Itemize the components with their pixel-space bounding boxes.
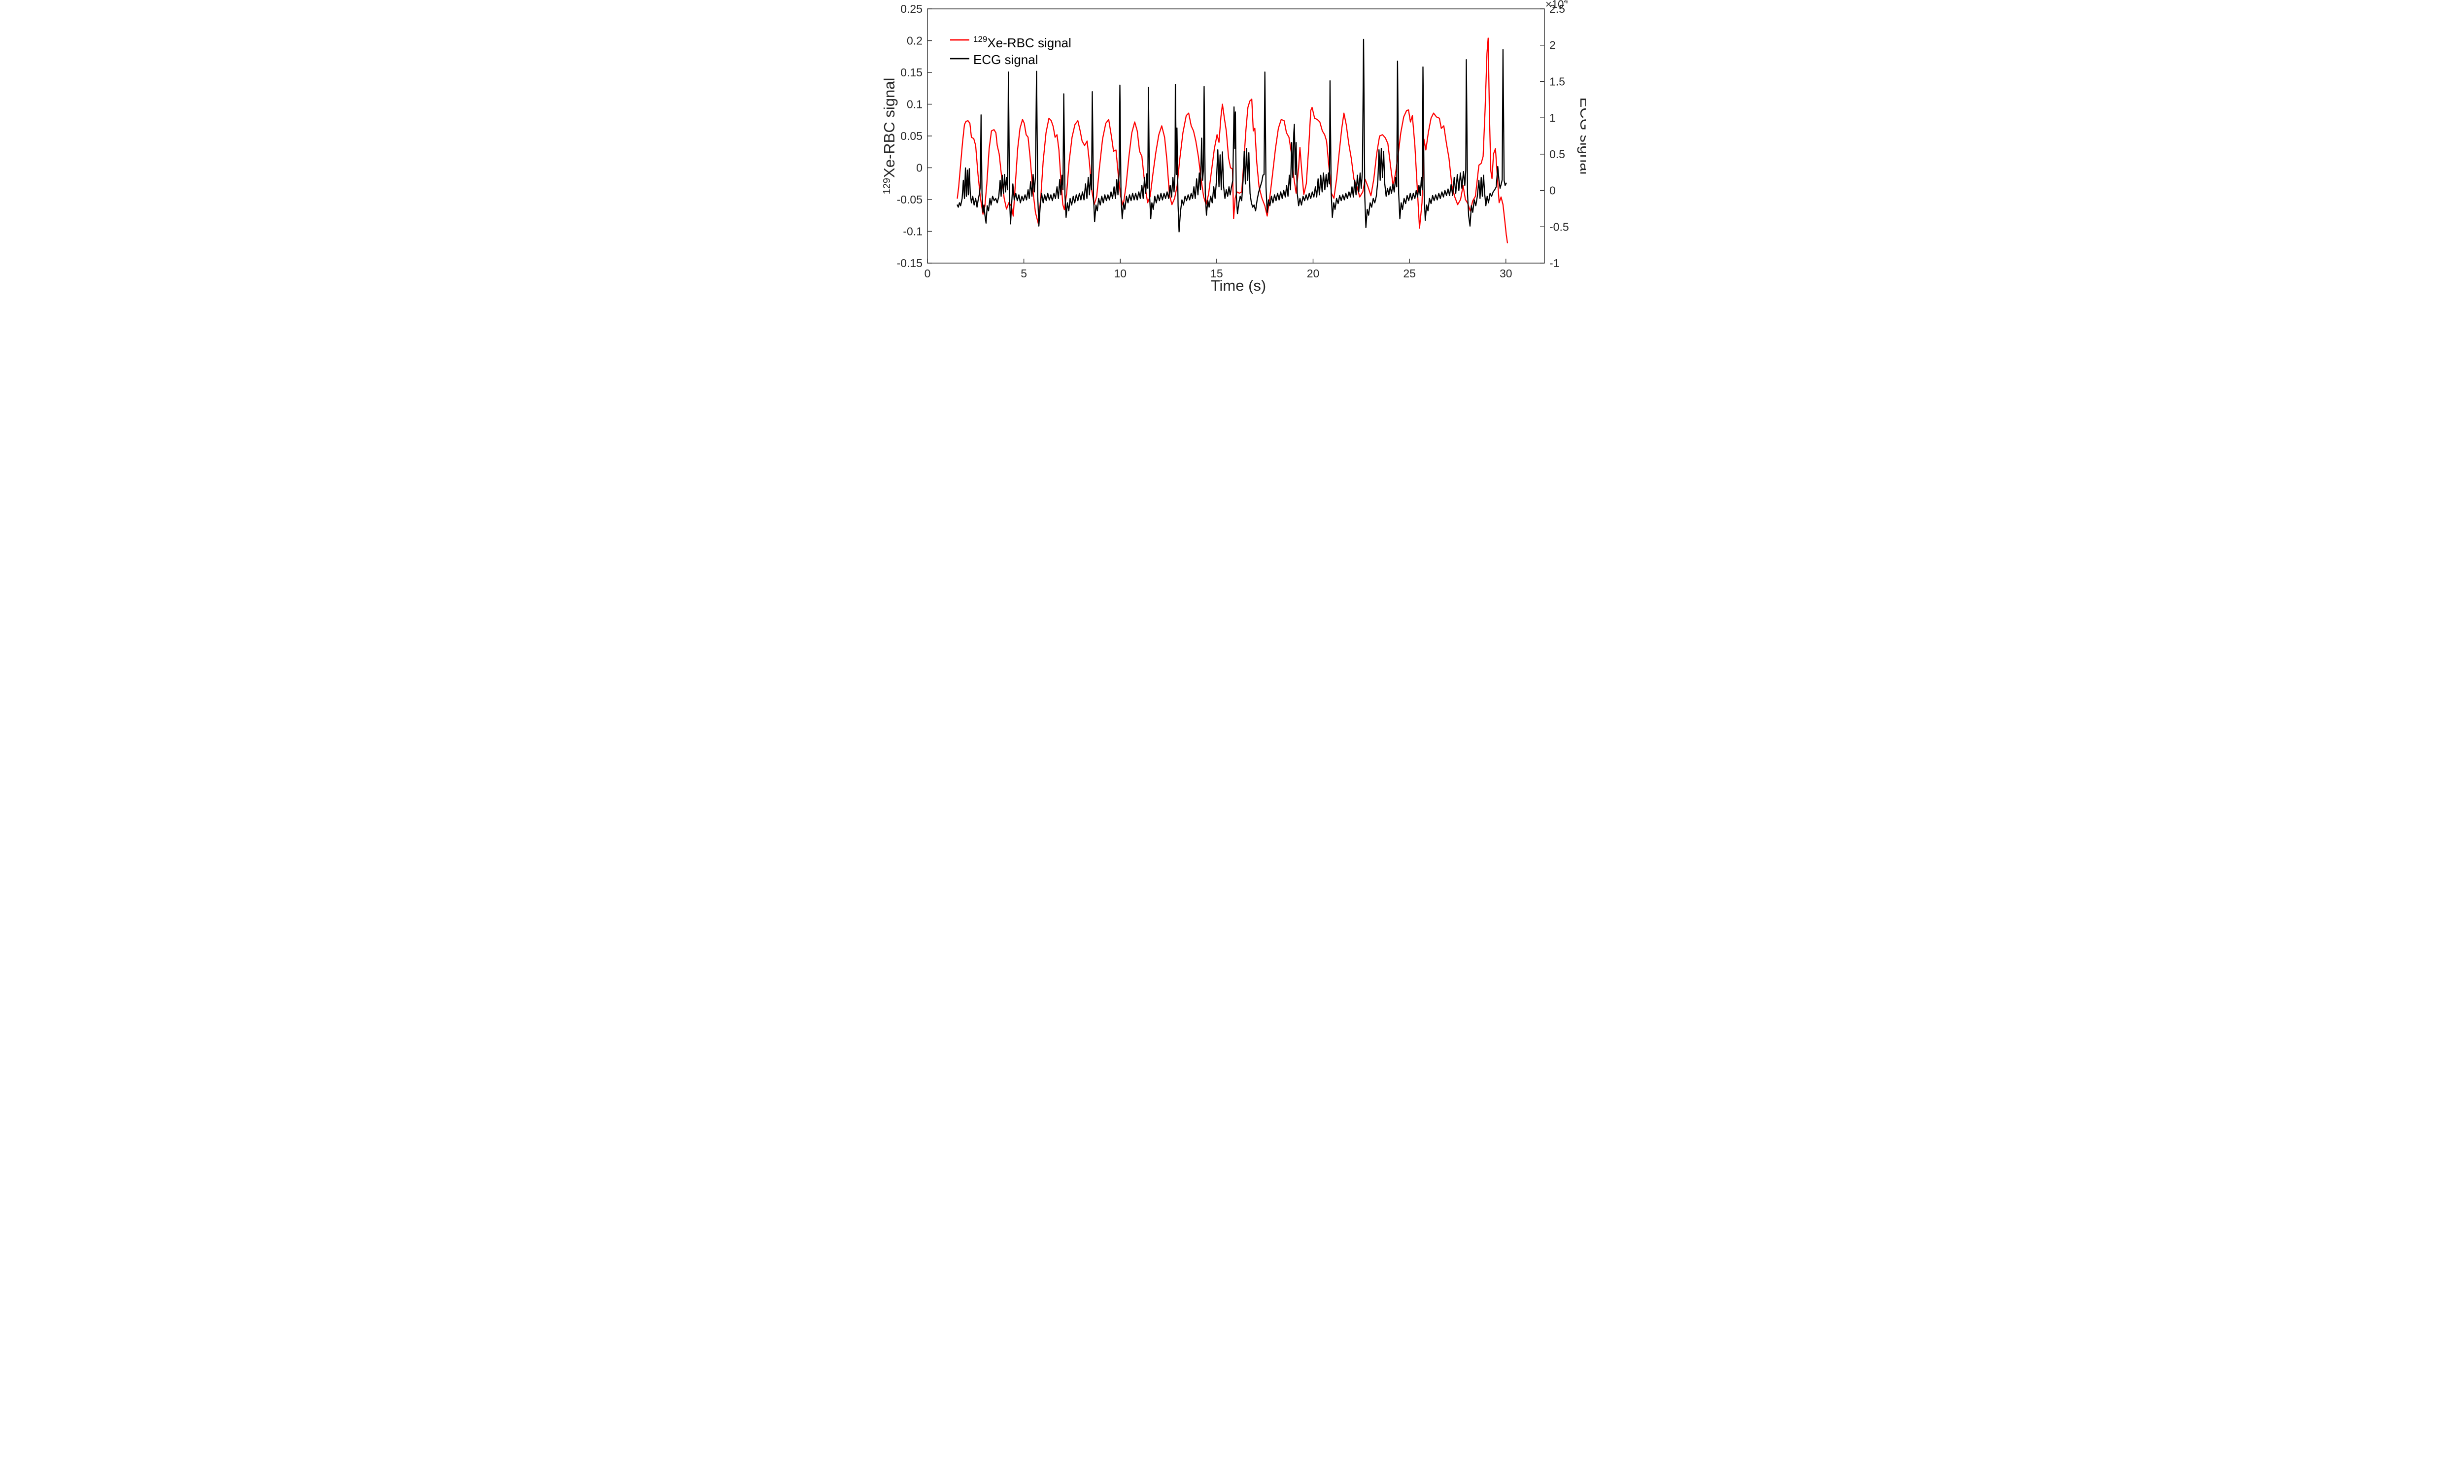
figure: 0 5 10 15 20 25 30 0.25 0.2 0.15 0.1 0.05 0 -0.05 -0.… <box>878 0 1586 297</box>
series-ecg <box>956 38 1507 233</box>
right-y-tick-label: 1 <box>1549 111 1556 124</box>
left-y-tick-label: 0.15 <box>900 66 923 79</box>
left-y-tick-label: -0.05 <box>896 193 922 206</box>
right-y-axis-ticks: 2.5 2 1.5 1 0.5 0 -0.5 -1 <box>1540 2 1569 270</box>
left-y-tick-label: 0.25 <box>900 2 923 15</box>
x-axis-label: Time (s) <box>1210 277 1266 294</box>
legend: 129Xe-RBC signal ECG signal <box>950 34 1071 67</box>
ecg-line <box>956 38 1507 233</box>
right-y-tick-label: 2.5 <box>1549 2 1565 15</box>
right-axis-multiplier: ×104 <box>1545 0 1568 10</box>
figure-background <box>878 0 1586 297</box>
legend-entry-label: ECG signal <box>973 52 1038 67</box>
right-y-tick-label: -1 <box>1549 257 1559 270</box>
x-axis-ticks: 0 5 10 15 20 25 30 <box>924 259 1512 280</box>
left-y-tick-label: 0.2 <box>907 34 923 47</box>
left-y-axis-label: 129Xe-RBC signal <box>881 78 898 195</box>
x-tick-label: 0 <box>924 267 930 280</box>
chart-canvas: 0 5 10 15 20 25 30 0.250.20.150.10.050-0.05-0.… <box>878 0 1586 297</box>
right-y-tick-label: 2 <box>1549 39 1556 52</box>
right-y-axis-label: ECG signal <box>1577 98 1586 175</box>
right-y-tick-label: 1.5 <box>1549 75 1565 88</box>
x-tick-label: 10 <box>1114 267 1127 280</box>
x-tick-label: 30 <box>1499 267 1512 280</box>
left-y-axis-ticks: 0.25 0.2 0.15 0.1 0.05 0 -0.05 -0.1 -0.15 <box>896 2 932 270</box>
left-y-tick-label: 0.1 <box>907 98 923 111</box>
x-tick-label: 25 <box>1403 267 1416 280</box>
left-y-tick-label: -0.15 <box>896 257 922 270</box>
right-y-tick-label: 0.5 <box>1549 148 1565 161</box>
right-y-tick-label: 0 <box>1549 184 1556 197</box>
left-y-tick-label: -0.1 <box>903 225 923 238</box>
x-tick-label: 5 <box>1021 267 1027 280</box>
right-y-tick-label: -0.5 <box>1549 220 1569 233</box>
left-y-tick-label: 0 <box>916 162 923 174</box>
x-tick-label: 20 <box>1306 267 1319 280</box>
left-y-tick-label: 0.05 <box>900 130 923 142</box>
x-tick-label: 15 <box>1210 267 1223 280</box>
legend-entry-label: 129Xe-RBC signal <box>973 34 1071 50</box>
